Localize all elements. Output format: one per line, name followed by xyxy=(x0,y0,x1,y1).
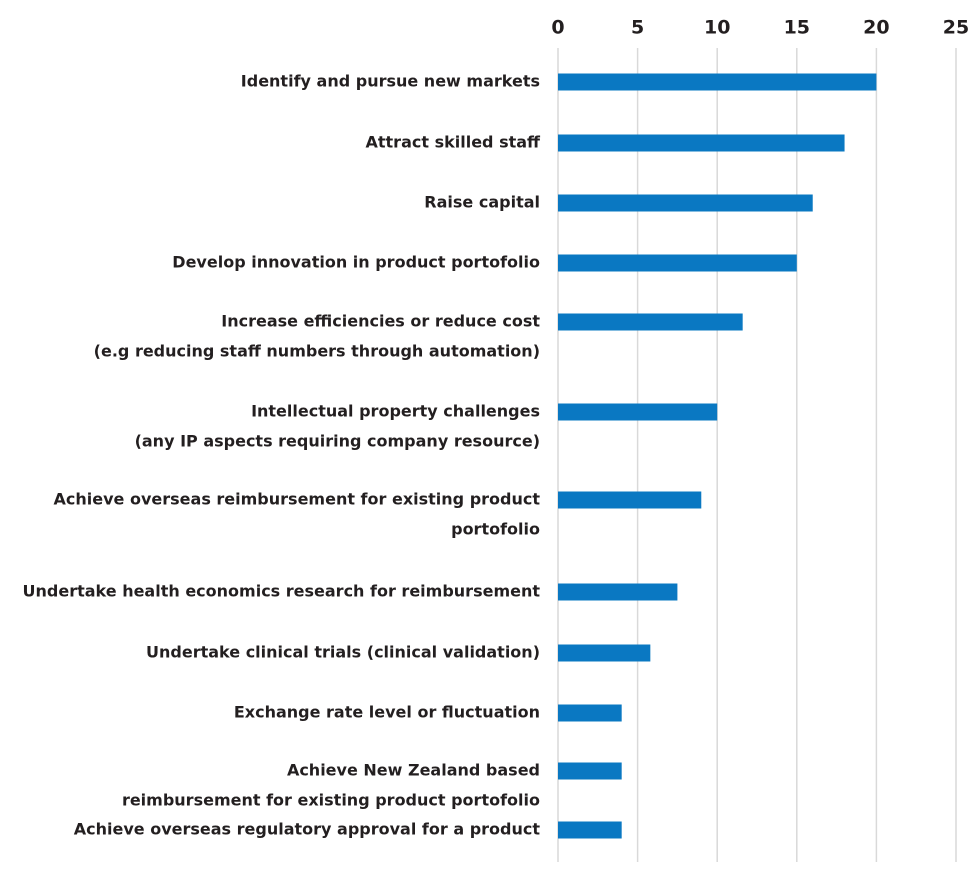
bar xyxy=(558,821,622,839)
y-tick-label: Increase efficiencies or reduce cost xyxy=(221,312,540,331)
bar xyxy=(558,194,813,212)
y-tick-label: Exchange rate level or fluctuation xyxy=(234,703,540,722)
y-tick-label: Attract skilled staff xyxy=(366,133,542,152)
bar xyxy=(558,704,622,722)
y-tick-label: portofolio xyxy=(451,520,540,539)
bar xyxy=(558,254,797,272)
bar xyxy=(558,762,622,780)
bar xyxy=(558,644,651,662)
x-tick-label: 5 xyxy=(631,17,644,39)
y-tick-label: Raise capital xyxy=(424,193,540,212)
y-tick-label: Undertake health economics research for … xyxy=(23,582,541,601)
y-tick-label: Undertake clinical trials (clinical vali… xyxy=(146,643,540,662)
bar xyxy=(558,403,718,421)
x-tick-label: 20 xyxy=(863,17,889,39)
y-tick-label: Develop innovation in product portofolio xyxy=(172,253,540,272)
x-tick-label: 25 xyxy=(943,17,969,39)
x-tick-label: 15 xyxy=(784,17,810,39)
bar xyxy=(558,134,845,152)
bar xyxy=(558,583,678,601)
y-tick-label: Achieve New Zealand based xyxy=(287,761,540,780)
bar xyxy=(558,491,702,509)
y-tick-label: Achieve overseas regulatory approval for… xyxy=(74,820,541,839)
y-tick-label: reimbursement for existing product porto… xyxy=(122,791,540,810)
y-tick-label: Intellectual property challenges xyxy=(251,402,540,421)
x-tick-label: 10 xyxy=(704,17,730,39)
y-tick-label: Achieve overseas reimbursement for exist… xyxy=(54,490,541,509)
y-tick-label: (e.g reducing staff numbers through auto… xyxy=(94,342,540,361)
bar xyxy=(558,73,877,91)
x-tick-label: 0 xyxy=(551,17,564,39)
y-tick-label: (any IP aspects requiring company resour… xyxy=(135,432,540,451)
bar xyxy=(558,313,743,331)
y-tick-label: Identify and pursue new markets xyxy=(241,72,540,91)
